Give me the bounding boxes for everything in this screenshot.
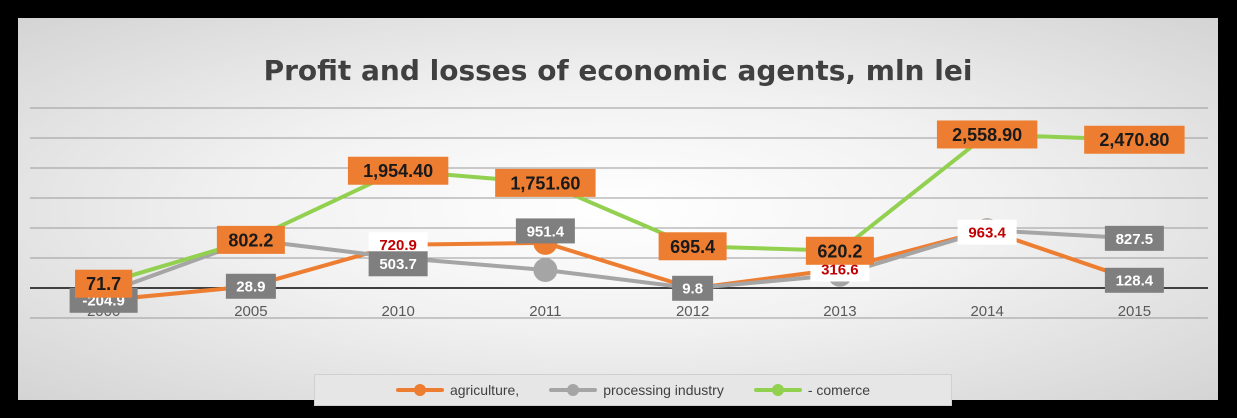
- legend-label: agriculture,: [449, 382, 520, 398]
- data-label: 2,558.90: [936, 120, 1038, 149]
- series-line: [103, 132, 1135, 286]
- data-label: 2,470.80: [1084, 125, 1185, 154]
- data-label: 71.7: [75, 269, 133, 298]
- data-label: 963.4: [957, 219, 1017, 245]
- data-label: 951.4: [515, 218, 575, 244]
- legend-swatch: [395, 383, 444, 397]
- data-label-text: 827.5: [1116, 231, 1154, 248]
- legend-swatch: [549, 383, 598, 397]
- data-label: 1,751.60: [495, 168, 596, 197]
- data-label-text: 71.7: [86, 274, 121, 294]
- data-label-text: 1,954.40: [363, 161, 433, 181]
- data-label-text: 620.2: [817, 241, 862, 261]
- data-label-text: 1,751.60: [510, 173, 580, 193]
- legend-label: - comerce: [807, 382, 871, 398]
- data-label-text: 720.9: [379, 237, 417, 254]
- data-label-box: [347, 156, 449, 185]
- data-label-text: 28.9: [236, 279, 265, 296]
- data-label: 503.7: [368, 251, 428, 277]
- legend-swatch: [753, 383, 802, 397]
- chart-area: Profit and losses of economic agents, ml…: [18, 18, 1218, 406]
- data-label-text: 802.2: [228, 230, 273, 250]
- data-point-marker: [533, 258, 558, 282]
- data-label-text: 316.6: [821, 261, 859, 278]
- data-label-text: 128.4: [1116, 273, 1154, 290]
- data-label-box: [368, 251, 428, 277]
- data-label-box: [1104, 267, 1164, 293]
- data-label-box: [658, 232, 727, 261]
- data-label-text: 9.8: [682, 281, 703, 298]
- x-tick-label: 2014: [970, 303, 1003, 320]
- data-label-box: [805, 236, 874, 265]
- legend-item: - comerce: [753, 382, 871, 398]
- data-label-text: 695.4: [670, 237, 715, 257]
- chart-frame: Profit and losses of economic agents, ml…: [10, 10, 1227, 408]
- legend-item: processing industry: [549, 382, 724, 398]
- data-label: 827.5: [1104, 225, 1164, 251]
- data-label-text: 951.4: [527, 223, 565, 240]
- legend-label: processing industry: [603, 382, 724, 398]
- data-label-box: [936, 120, 1038, 149]
- data-label: 128.4: [1104, 267, 1164, 293]
- legend-item: agriculture,: [395, 382, 520, 398]
- data-label-box: [672, 275, 714, 301]
- data-label-box: [216, 225, 285, 254]
- data-label-text: 2,558.90: [952, 125, 1022, 145]
- data-label: 1,954.40: [347, 156, 449, 185]
- chart-legend: agriculture, processing industry - comerce: [314, 374, 952, 406]
- data-label-box: [1084, 125, 1185, 154]
- plot-area: 20002005201020112012201320142015-204.928…: [30, 107, 1208, 320]
- x-tick-label: 2011: [529, 303, 561, 320]
- data-label-box: [75, 269, 133, 298]
- data-label-box: [515, 218, 575, 244]
- x-tick-label: 2010: [381, 303, 414, 320]
- data-label: 9.8: [672, 275, 714, 301]
- x-tick-label: 2013: [823, 303, 856, 320]
- data-label-box: [495, 168, 596, 197]
- chart-title: Profit and losses of economic agents, ml…: [263, 54, 973, 87]
- data-label-box: [1104, 225, 1164, 251]
- data-label-text: 963.4: [968, 225, 1006, 242]
- x-tick-label: 2012: [676, 303, 709, 320]
- data-label: 620.2: [805, 236, 874, 265]
- data-label: 28.9: [225, 273, 276, 299]
- data-label-box: [225, 273, 276, 299]
- data-label-text: 503.7: [379, 256, 417, 273]
- x-tick-label: 2015: [1118, 303, 1151, 320]
- x-tick-label: 2005: [234, 303, 267, 320]
- data-label: 802.2: [216, 225, 285, 254]
- data-label-box: [957, 219, 1017, 245]
- data-label-text: 2,470.80: [1099, 130, 1169, 150]
- data-label: 695.4: [658, 232, 727, 261]
